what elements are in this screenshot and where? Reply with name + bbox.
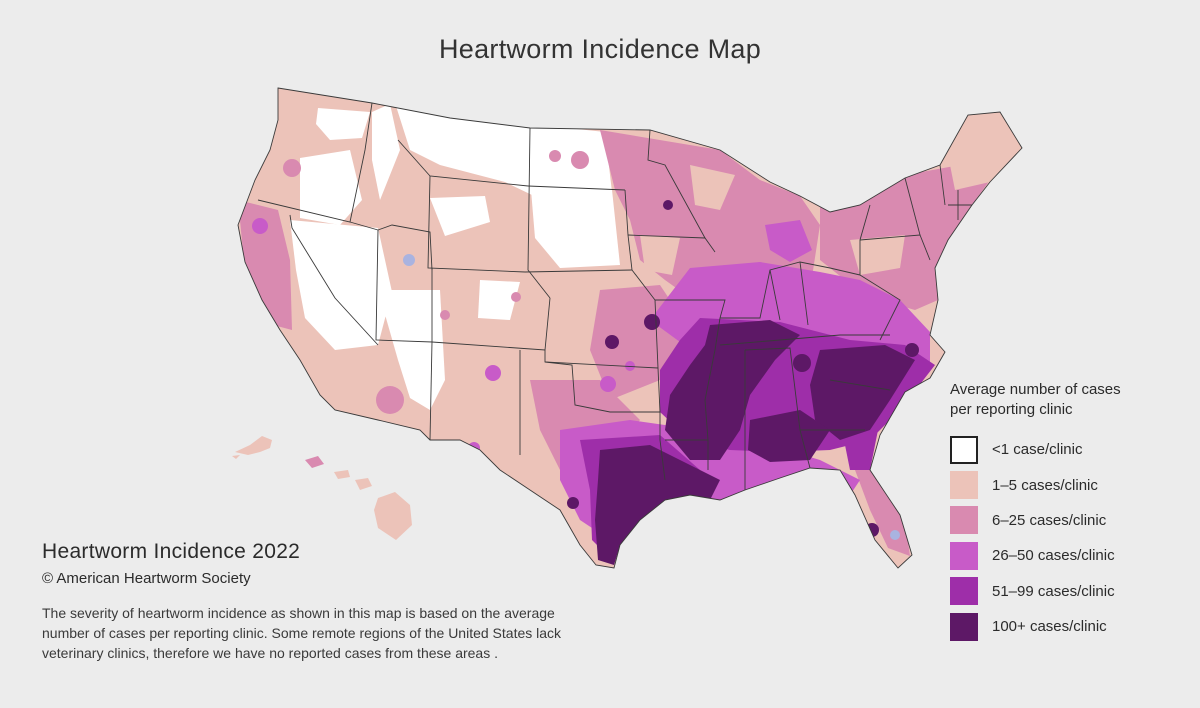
legend-swatch	[950, 435, 978, 464]
contiguous-us-shading	[238, 88, 1022, 568]
legend-swatch	[950, 612, 978, 641]
state-borders	[237, 87, 1023, 569]
legend-label: <1 case/clinic	[992, 441, 1083, 459]
legend-label: 1–5 cases/clinic	[992, 476, 1098, 494]
copyright-text: © American Heartworm Society	[42, 570, 251, 587]
page-title: Heartworm Incidence Map	[438, 34, 762, 64]
caption-block: Heartworm Incidence 2022 © American Hear…	[42, 540, 602, 663]
legend-item: 26–50 cases/clinic	[950, 538, 1180, 573]
legend-label: 100+ cases/clinic	[992, 618, 1107, 636]
legend-item: 6–25 cases/clinic	[950, 503, 1180, 538]
legend-label: 51–99 cases/clinic	[992, 582, 1115, 600]
legend-item: 1–5 cases/clinic	[950, 467, 1180, 502]
legend-swatch	[950, 541, 978, 570]
legend-item: 51–99 cases/clinic	[950, 574, 1180, 609]
legend-title-line2: per reporting clinic	[950, 401, 1073, 418]
legend-title: Average number of cases per reporting cl…	[950, 380, 1180, 420]
legend-title-line1: Average number of cases	[950, 381, 1121, 398]
legend-label: 6–25 cases/clinic	[992, 511, 1107, 529]
hawaii-shape	[305, 456, 412, 540]
legend-item: 100+ cases/clinic	[950, 609, 1180, 644]
legend-swatch	[950, 577, 978, 606]
legend-swatch	[950, 506, 978, 535]
legend-label: 26–50 cases/clinic	[992, 547, 1115, 565]
alaska-shape	[232, 436, 272, 459]
caption-description: The severity of heartworm incidence as s…	[42, 605, 562, 661]
caption-title: Heartworm Incidence 2022	[42, 540, 301, 563]
legend-item: <1 case/clinic	[950, 432, 1180, 467]
legend: Average number of cases per reporting cl…	[950, 380, 1180, 644]
legend-swatch	[950, 471, 978, 500]
